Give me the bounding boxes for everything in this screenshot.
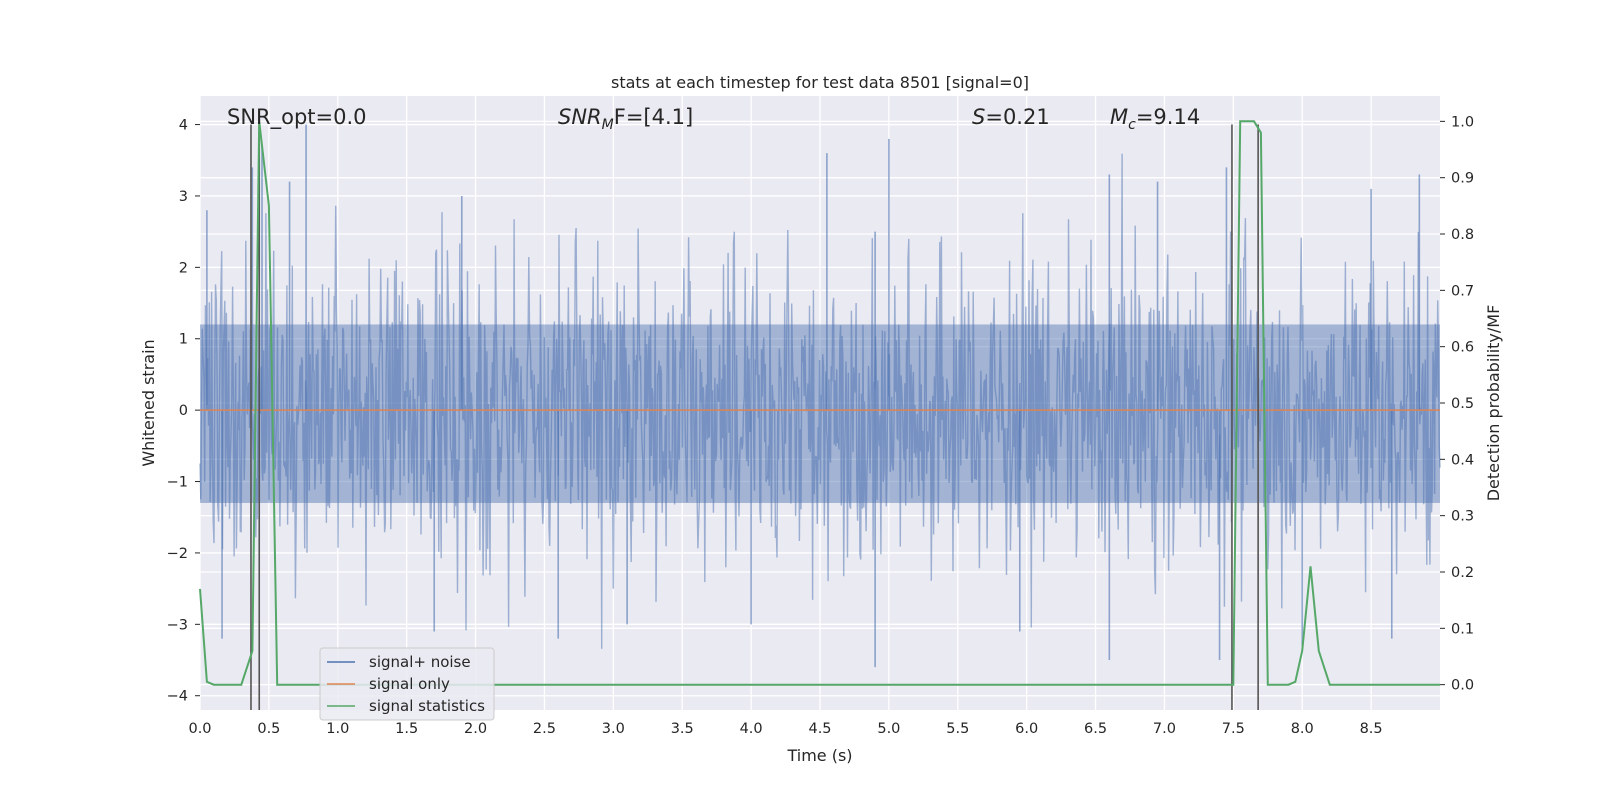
- y-left-tick-label: 0: [179, 403, 188, 419]
- annotation-s: S=0.21: [972, 105, 1050, 129]
- x-tick-label: 0.0: [188, 721, 211, 737]
- legend-label-statistics: signal statistics: [369, 697, 485, 715]
- signal-plus-noise-line: [199, 153, 1441, 649]
- tick-layer: 0.0 0.5 1.0 1.5 2.0 2.5 3.0 3.5 4.0 4.5 5.0 5.5 6.0 6…: [167, 114, 1474, 737]
- signal-plus-noise-band: [200, 324, 1440, 503]
- x-tick-label: 0.5: [257, 721, 280, 737]
- y-axis-left-label: Whitened strain: [139, 339, 158, 466]
- y-left-tick-label: 2: [179, 260, 188, 276]
- y-left-tick-label: −1: [167, 475, 188, 491]
- x-tick-label: 4.0: [740, 721, 763, 737]
- x-tick-label: 3.5: [671, 721, 694, 737]
- x-tick-label: 7.5: [1222, 721, 1245, 737]
- annotation-mc: Mc=9.14: [1110, 105, 1200, 133]
- x-tick-label: 8.0: [1291, 721, 1314, 737]
- s-symbol: S: [972, 105, 985, 129]
- y-right-tick-label: 0.2: [1451, 565, 1474, 581]
- y-right-tick-label: 0.1: [1451, 621, 1474, 637]
- y-right-tick-label: 0.0: [1451, 678, 1474, 694]
- snr-mf-subscript: M: [602, 117, 614, 133]
- series-layer: [199, 120, 1440, 710]
- legend: signal+ noise signal only signal statist…: [319, 647, 495, 721]
- y-right-tick-label: 0.3: [1451, 509, 1474, 525]
- y-right-tick-label: 0.9: [1451, 171, 1474, 187]
- x-tick-label: 2.5: [533, 721, 556, 737]
- legend-box: [319, 647, 495, 721]
- y-right-tick-label: 1.0: [1451, 114, 1474, 130]
- noise-layer: [199, 124, 1441, 668]
- y-left-tick-label: 1: [179, 332, 188, 348]
- y-right-tick-label: 0.6: [1451, 340, 1474, 356]
- y-right-tick-label: 0.8: [1451, 227, 1474, 243]
- y-left-tick-label: −4: [167, 689, 188, 705]
- legend-label-noise: signal+ noise: [369, 653, 471, 671]
- x-tick-label: 5.0: [877, 721, 900, 737]
- mc-value: =9.14: [1136, 105, 1200, 129]
- annotation-snr-mf: SNRMF=[4.1]: [558, 105, 693, 133]
- x-axis-label: Time (s): [786, 746, 852, 765]
- x-tick-label: 4.5: [808, 721, 831, 737]
- y-left-tick-label: 3: [179, 189, 188, 205]
- x-tick-label: 6.0: [1015, 721, 1038, 737]
- y-axis-right-label: Detection probability/MF: [1484, 305, 1503, 502]
- x-tick-label: 1.5: [395, 721, 418, 737]
- x-tick-label: 2.0: [464, 721, 487, 737]
- snr-mf-symbol: SNR: [558, 105, 602, 129]
- x-tick-label: 1.0: [326, 721, 349, 737]
- mc-subscript: c: [1128, 117, 1136, 133]
- x-tick-label: 5.5: [946, 721, 969, 737]
- y-right-tick-label: 0.7: [1451, 283, 1474, 299]
- y-right-tick-label: 0.5: [1451, 396, 1474, 412]
- y-left-tick-label: −2: [167, 546, 188, 562]
- s-value: =0.21: [985, 105, 1049, 129]
- y-left-tick-label: 4: [179, 118, 188, 134]
- chart-title: stats at each timestep for test data 850…: [611, 73, 1029, 92]
- y-left-tick-label: −3: [167, 617, 188, 633]
- x-tick-label: 6.5: [1084, 721, 1107, 737]
- annotation-snr-opt: SNR_opt=0.0: [227, 105, 367, 130]
- x-tick-label: 7.0: [1153, 721, 1176, 737]
- legend-label-signal: signal only: [369, 675, 450, 693]
- signal-statistics-line: [199, 120, 1440, 686]
- x-tick-label: 8.5: [1360, 721, 1383, 737]
- snr-mf-value: F=[4.1]: [614, 105, 693, 129]
- x-tick-label: 3.0: [602, 721, 625, 737]
- y-right-tick-label: 0.4: [1451, 452, 1474, 468]
- mc-symbol: M: [1110, 105, 1128, 129]
